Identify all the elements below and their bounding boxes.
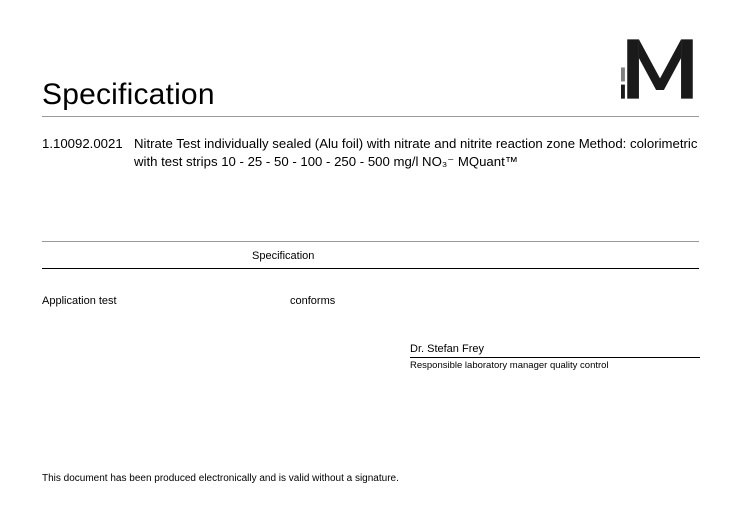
- brand-logo: [621, 30, 699, 113]
- column-header-specification: Specification: [252, 250, 699, 262]
- table-row: Application test conforms: [42, 269, 699, 315]
- signatory-role: Responsible laboratory manager quality c…: [410, 360, 700, 371]
- signature-line: Responsible laboratory manager quality c…: [410, 357, 700, 371]
- header: Specification: [42, 78, 699, 117]
- spec-test-value: conforms: [290, 295, 699, 307]
- table-header-row: Specification: [42, 241, 699, 269]
- specification-table: Specification Application test conforms: [42, 241, 699, 315]
- product-code: 1.10092.0021: [42, 135, 134, 171]
- page-title: Specification: [42, 78, 215, 112]
- signature-block: Dr. Stefan Frey Responsible laboratory m…: [410, 343, 700, 371]
- signatory-name: Dr. Stefan Frey: [410, 343, 700, 357]
- spec-test-name: Application test: [42, 295, 290, 307]
- product-description: Nitrate Test individually sealed (Alu fo…: [134, 135, 699, 171]
- footer-note: This document has been produced electron…: [42, 473, 399, 484]
- product-info: 1.10092.0021 Nitrate Test individually s…: [42, 135, 699, 171]
